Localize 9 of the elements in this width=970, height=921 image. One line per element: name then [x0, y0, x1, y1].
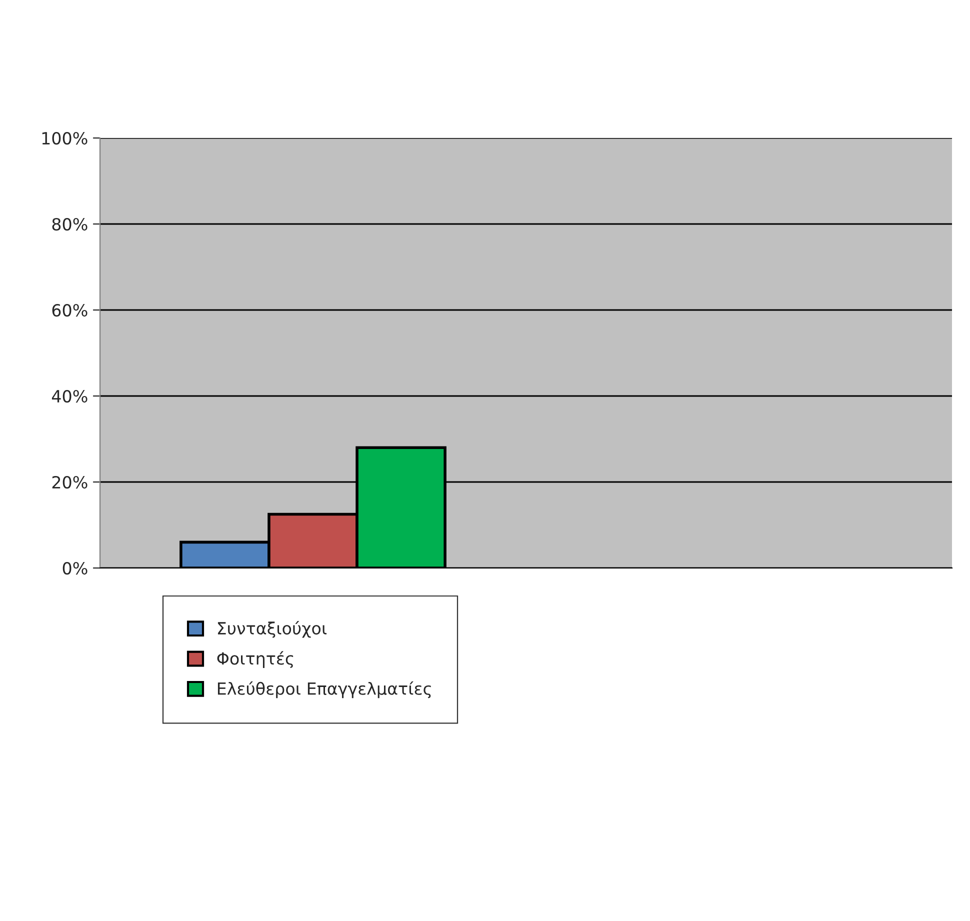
y-tick-label: 0% [62, 562, 88, 575]
legend-label: Φοιτητές [217, 651, 294, 668]
y-tick-label: 100% [42, 132, 88, 145]
y-tick-label: 40% [52, 390, 88, 403]
y-tick-label: 20% [52, 476, 88, 489]
legend-label: Συνταξιούχοι [218, 621, 326, 638]
y-tick-label: 80% [52, 218, 88, 231]
y-tick-label: 60% [52, 304, 88, 317]
legend-label: Ελεύθεροι Επαγγελματίες [218, 681, 431, 698]
